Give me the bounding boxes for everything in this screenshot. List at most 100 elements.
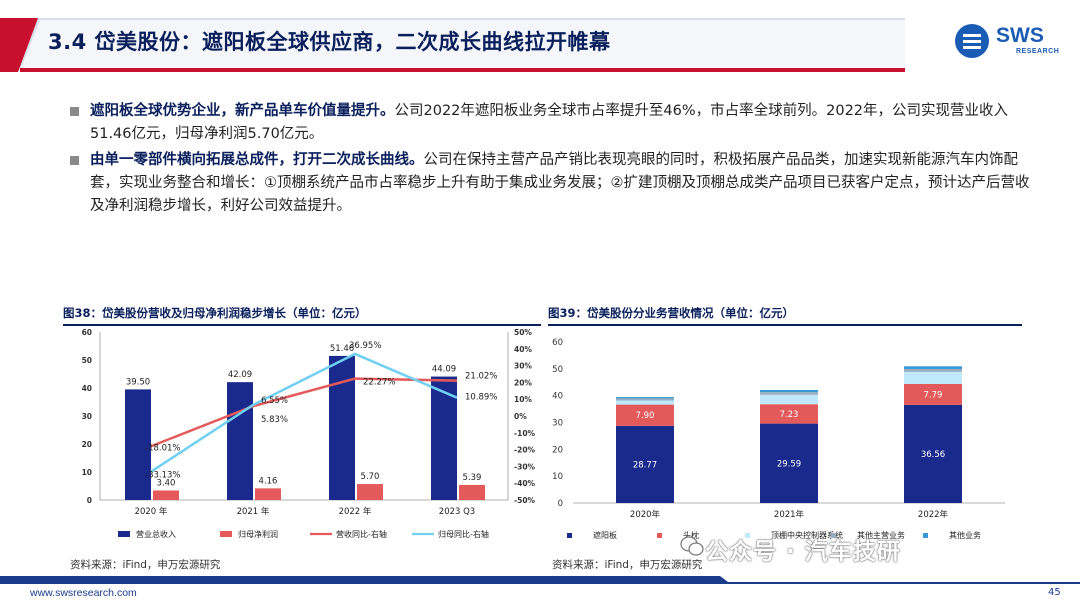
legend-label: 头枕	[683, 530, 699, 540]
footer-url[interactable]: www.swsresearch.com	[30, 587, 137, 599]
legend-label: 遮阳板	[593, 530, 617, 540]
legend-swatch	[745, 533, 750, 538]
chart-revenue-profit: 0 10 20 30 40 50 60 -50% -40% -30% -20% -10% 0% 10% 20…	[82, 328, 536, 539]
wechat-icon	[680, 536, 704, 556]
y2-tick-label: 10%	[514, 395, 532, 404]
y-tick-label: 50	[82, 356, 92, 365]
profit-bar-label: 5.70	[361, 472, 380, 482]
fig39-title-rule	[548, 324, 1022, 326]
bullet-heading: 遮阳板全球优势企业，新产品单车价值量提升。	[90, 103, 395, 119]
stack-segment	[760, 394, 818, 405]
legend-label: 其他业务	[949, 530, 981, 540]
legend-swatch	[220, 531, 232, 537]
header-bar	[0, 18, 905, 72]
stack-segment-label: 36.56	[921, 450, 945, 460]
revenue-bar-label: 44.09	[432, 365, 456, 375]
profit-bar-label: 3.40	[157, 478, 176, 488]
stack-segment	[904, 404, 962, 503]
fig39-title: 图39：岱美股份分业务营收情况（单位：亿元）	[548, 306, 795, 320]
x-tick-label: 2023 Q3	[439, 507, 475, 517]
revenue-bar	[125, 389, 151, 500]
y2-tick-label: -40%	[514, 479, 536, 488]
stack-segment-label: 7.90	[636, 411, 655, 421]
legend-swatch	[657, 533, 662, 538]
y-tick-label: 0	[87, 496, 92, 505]
stack-segment	[760, 392, 818, 395]
revenue-growth-line	[150, 377, 458, 448]
profit-bar	[459, 484, 485, 500]
stack-segment-label: 7.23	[780, 410, 799, 420]
stack-segment	[616, 404, 674, 426]
y2-tick-label: -50%	[514, 496, 536, 505]
revenue-bar	[329, 355, 355, 500]
legend-swatch	[831, 533, 836, 538]
stack-segment	[904, 368, 962, 372]
y-tick-label: 50	[552, 365, 563, 375]
y-tick-label: 30	[82, 412, 92, 421]
revenue-bar-label: 39.50	[126, 377, 150, 387]
fig38-source: 资料来源：iFind，申万宏源研究	[70, 559, 221, 571]
stack-segment	[760, 423, 818, 503]
bullet-square-icon	[70, 156, 79, 165]
x-tick-label: 2021年	[774, 509, 805, 520]
sws-logo	[955, 24, 989, 58]
chart-segment-revenue: 0 10 20 30 40 50 60 28.77 7.90 2020年 29.59 7.23 2021…	[552, 338, 1005, 540]
y2-tick-label: 30%	[514, 362, 532, 371]
revenue-growth-label: 22.27%	[363, 378, 395, 388]
profit-growth-label: 10.89%	[465, 393, 497, 403]
fig38-title-rule	[63, 324, 541, 326]
legend-label: 顶棚中央控制器系统	[771, 530, 843, 540]
stack-segment-label: 7.79	[924, 390, 943, 400]
page-title: 3.4 岱美股份：遮阳板全球供应商，二次成长曲线拉开帷幕	[48, 30, 611, 54]
stack-segment	[616, 400, 674, 405]
legend-label: 其他主营业务	[857, 530, 905, 540]
logo-subtext: RESEARCH	[1016, 48, 1060, 55]
y2-tick-label: 0%	[514, 412, 527, 421]
y-tick-label: 10	[552, 472, 563, 482]
x-tick-label: 2022 年	[339, 506, 372, 517]
page-number: 45	[1048, 587, 1061, 598]
revenue-growth-label: -18.01%	[145, 443, 180, 453]
bullet-text: 公司2022年遮阳板业务全球市占率提升至46%，市占率全球前列。2022年，公司…	[90, 103, 1009, 142]
profit-growth-label: 36.95%	[349, 341, 381, 351]
y-tick-label: 20	[552, 445, 563, 455]
bullet-item-1: 遮阳板全球优势企业，新产品单车价值量提升。公司2022年遮阳板业务全球市占率提升…	[70, 100, 1030, 146]
revenue-bar	[227, 382, 253, 500]
legend-label: 营业总收入	[136, 529, 176, 539]
y-tick-label: 20	[82, 440, 92, 449]
legend-label: 营收同比-右轴	[336, 529, 387, 539]
legend-label: 归母同比-右轴	[438, 529, 489, 539]
y-tick-label: 60	[82, 328, 92, 337]
stack-segment	[760, 404, 818, 424]
stack-segment	[904, 366, 962, 369]
stack-segment	[616, 425, 674, 503]
revenue-bar-label: 42.09	[228, 370, 252, 380]
revenue-growth-label: 21.02%	[465, 372, 497, 382]
y2-tick-label: -30%	[514, 462, 536, 471]
y-tick-label: 40	[82, 384, 92, 393]
revenue-growth-label: 5.83%	[261, 415, 288, 425]
fig38-title: 图38：岱美股份营收及归母净利润稳步增长（单位：亿元）	[63, 306, 367, 320]
profit-bar	[357, 484, 383, 500]
stack-segment	[904, 383, 962, 405]
profit-growth-label: -33.13%	[145, 471, 180, 481]
stack-segment-label: 28.77	[633, 460, 657, 470]
x-tick-label: 2022年	[918, 509, 949, 520]
y-tick-label: 60	[552, 338, 563, 348]
y-tick-label: 30	[552, 419, 563, 429]
y2-tick-label: 50%	[514, 328, 532, 337]
legend-swatch	[567, 533, 572, 538]
logo-text: SWS	[996, 24, 1044, 47]
y-tick-label: 0	[558, 499, 563, 509]
profit-bar-label: 5.39	[463, 473, 482, 483]
stack-segment	[760, 389, 818, 393]
stack-segment	[616, 398, 674, 401]
y-tick-label: 40	[552, 392, 563, 402]
fig39-source: 资料来源：iFind，申万宏源研究	[552, 559, 703, 571]
x-tick-label: 2020 年	[135, 506, 168, 517]
legend-label: 归母净利润	[238, 529, 278, 539]
y2-tick-label: 40%	[514, 345, 532, 354]
x-tick-label: 2020年	[630, 509, 661, 520]
profit-bar-label: 4.16	[259, 476, 278, 486]
bullet-list: 遮阳板全球优势企业，新产品单车价值量提升。公司2022年遮阳板业务全球市占率提升…	[70, 100, 1030, 221]
